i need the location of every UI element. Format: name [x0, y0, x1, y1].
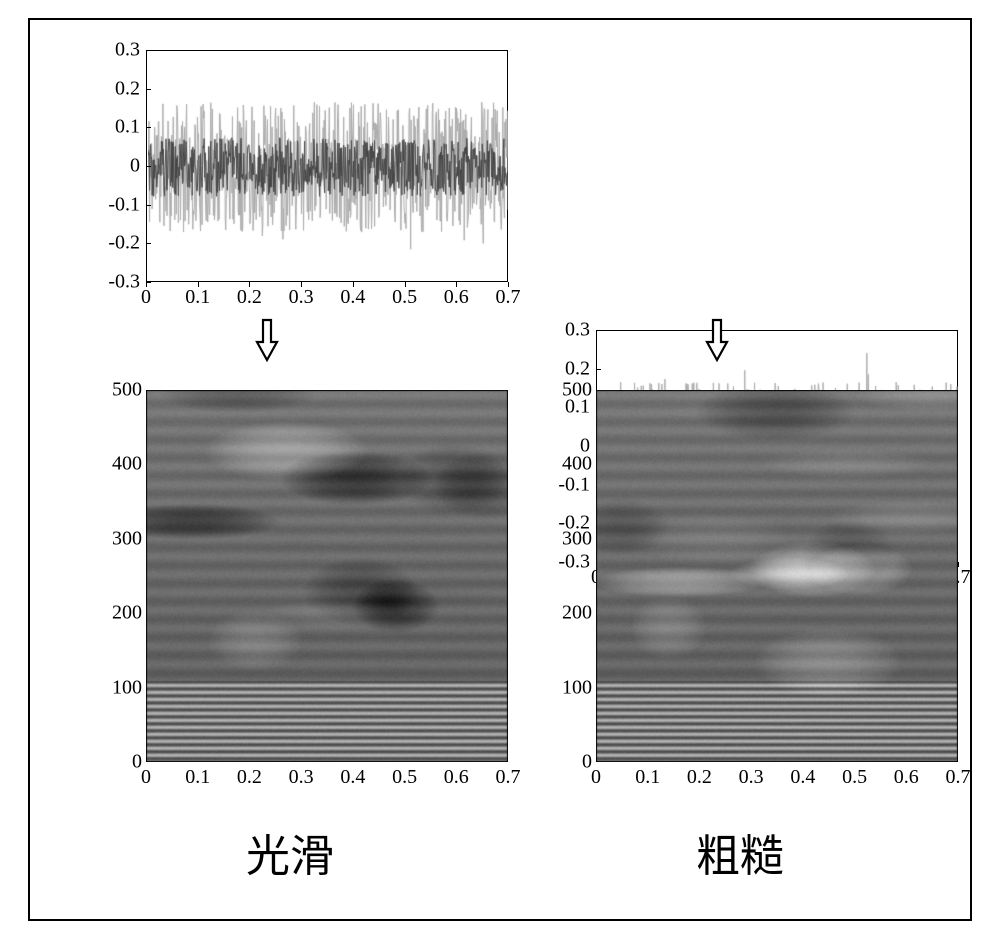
xtick-label: 0.7 — [483, 286, 533, 309]
ytick-label: 400 — [92, 453, 142, 476]
ytick-label: 0.1 — [80, 116, 140, 139]
ytick-label: 100 — [92, 676, 142, 699]
down-arrow-icon — [705, 318, 729, 362]
xtick-label: 0.3 — [276, 286, 326, 309]
ytick-label: 200 — [92, 602, 142, 625]
xtick-label: 0.3 — [726, 766, 776, 789]
signal-plot-left: -0.3-0.2-0.100.10.20.3 00.10.20.30.40.50… — [88, 50, 528, 330]
xtick-label: 0.1 — [173, 286, 223, 309]
ytick-label: 0.3 — [80, 39, 140, 62]
xtick-label: 0.4 — [778, 766, 828, 789]
plot-box — [146, 50, 508, 282]
xtick-label: 0.1 — [623, 766, 673, 789]
ytick-label: 0.2 — [80, 77, 140, 100]
down-arrow-icon — [255, 318, 279, 362]
xtick-label: 0.7 — [933, 766, 983, 789]
xtick-label: 0.2 — [224, 766, 274, 789]
ytick-label: 0.3 — [530, 319, 590, 342]
ytick-label: 0 — [80, 155, 140, 178]
ytick-label: -0.1 — [80, 193, 140, 216]
ytick-label: 200 — [542, 602, 592, 625]
xtick-label: 0 — [121, 286, 171, 309]
xtick-label: 0.4 — [328, 286, 378, 309]
spectrogram-right: 0100200300400500 00.10.20.30.40.50.60.7 — [538, 390, 978, 820]
xtick-label: 0.6 — [881, 766, 931, 789]
xtick-label: 0 — [571, 766, 621, 789]
ytick-label: 300 — [92, 527, 142, 550]
caption-right: 粗糙 — [610, 820, 870, 884]
xtick-label: 0.3 — [276, 766, 326, 789]
xtick-label: 0.1 — [173, 766, 223, 789]
xtick-label: 0.6 — [431, 286, 481, 309]
xtick-label: 0.2 — [674, 766, 724, 789]
ytick-label: 500 — [542, 379, 592, 402]
spectrogram-canvas-left — [146, 390, 508, 762]
xtick-label: 0.5 — [380, 766, 430, 789]
ytick-label: 100 — [542, 676, 592, 699]
ytick-label: 0.2 — [530, 357, 590, 380]
xtick-label: 0.7 — [483, 766, 533, 789]
figure-frame: -0.3-0.2-0.100.10.20.3 00.10.20.30.40.50… — [28, 18, 972, 921]
xtick-label: 0.6 — [431, 766, 481, 789]
caption-left: 光滑 — [160, 820, 420, 884]
ytick-label: 500 — [92, 379, 142, 402]
ytick-label: -0.2 — [80, 232, 140, 255]
xtick-label: 0.4 — [328, 766, 378, 789]
spectrogram-left: 0100200300400500 00.10.20.30.40.50.60.7 — [88, 390, 528, 820]
xtick-label: 0.2 — [224, 286, 274, 309]
ytick-label: 400 — [542, 453, 592, 476]
spectrogram-canvas-right — [596, 390, 958, 762]
ytick-label: 300 — [542, 527, 592, 550]
xtick-label: 0.5 — [380, 286, 430, 309]
figure-page: -0.3-0.2-0.100.10.20.3 00.10.20.30.40.50… — [0, 0, 1000, 939]
signal-canvas-left — [148, 52, 508, 282]
xtick-label: 0.5 — [830, 766, 880, 789]
xtick-label: 0 — [121, 766, 171, 789]
